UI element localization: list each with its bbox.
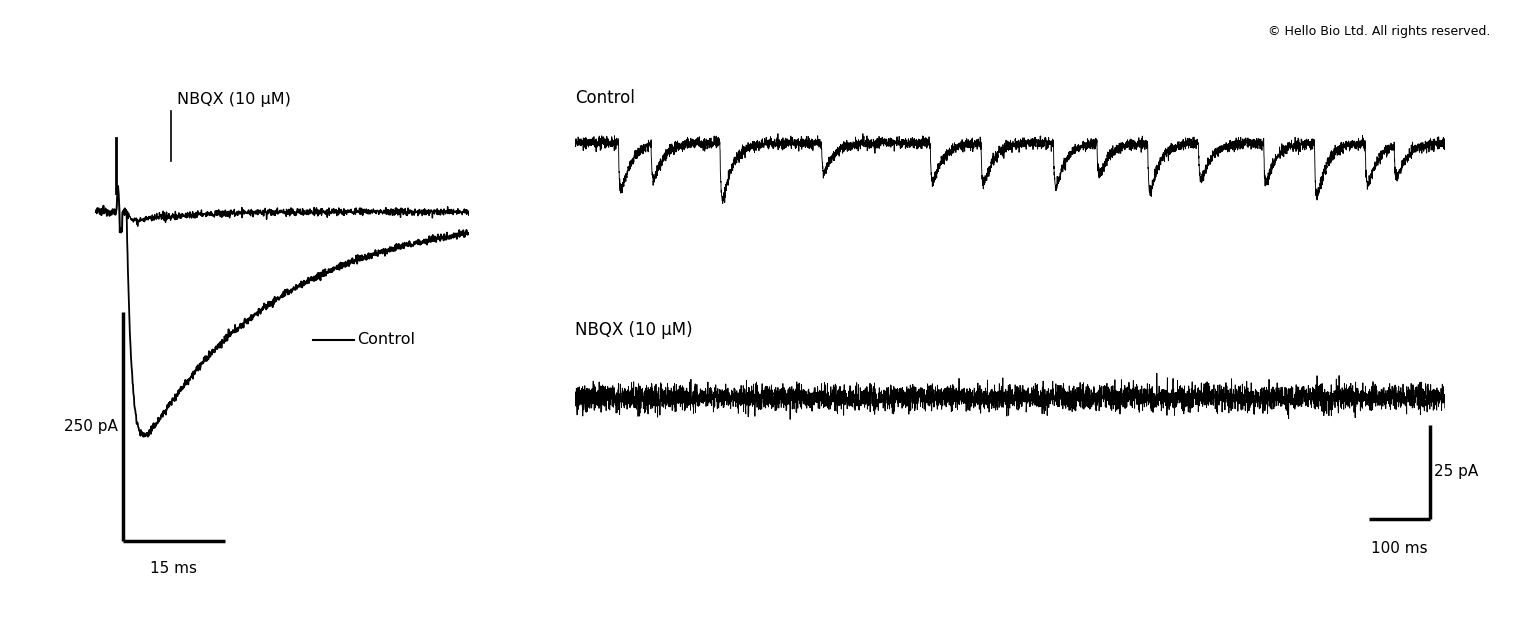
Text: 25 pA: 25 pA [1434, 465, 1478, 479]
Text: Control: Control [575, 89, 635, 107]
Text: NBQX (10 μM): NBQX (10 μM) [575, 321, 693, 339]
Text: Control: Control [357, 332, 415, 347]
Text: NBQX (10 μM): NBQX (10 μM) [177, 91, 292, 107]
Text: 250 pA: 250 pA [64, 419, 118, 434]
Text: 15 ms: 15 ms [150, 561, 198, 576]
Text: 100 ms: 100 ms [1371, 541, 1428, 556]
Text: © Hello Bio Ltd. All rights reserved.: © Hello Bio Ltd. All rights reserved. [1268, 25, 1490, 38]
